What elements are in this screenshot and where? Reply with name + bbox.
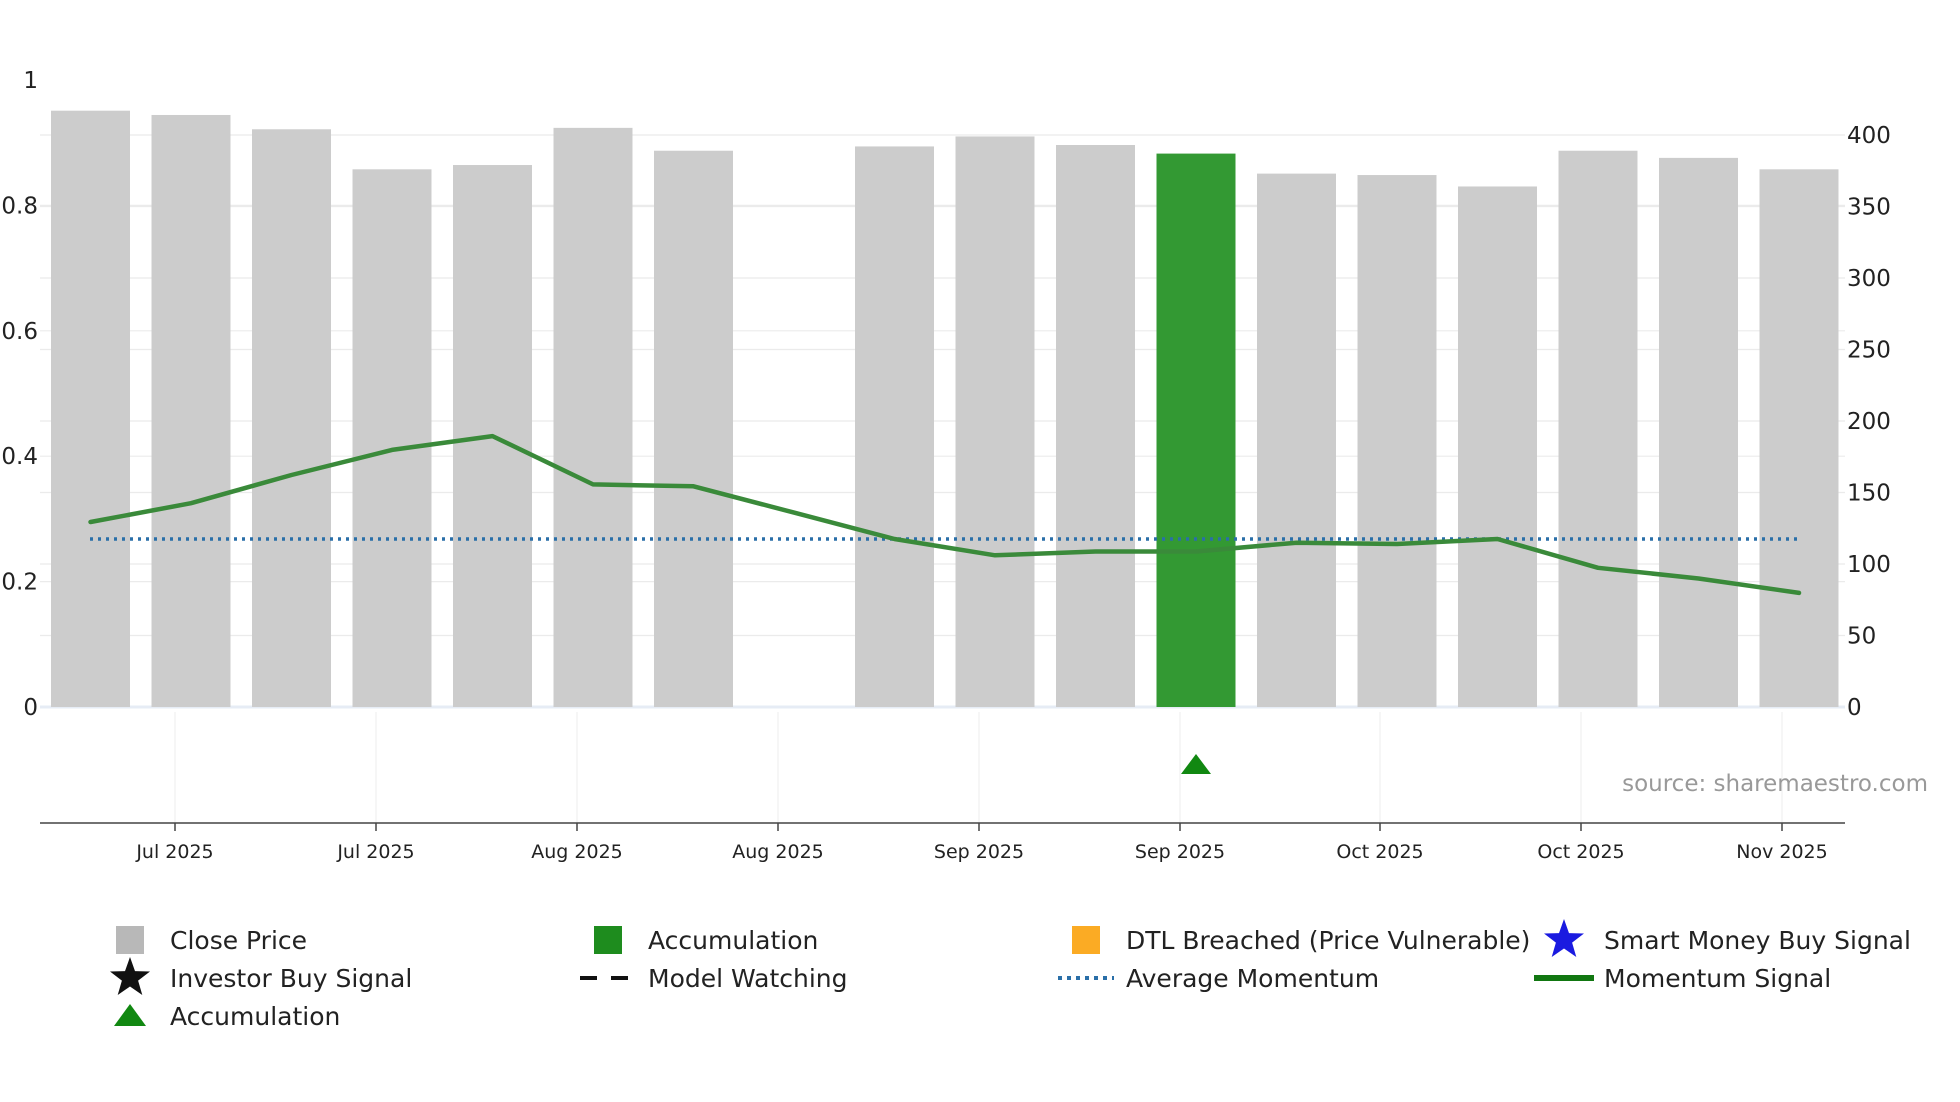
close-price-bar [855,146,934,707]
right-tick-label: 0 [1847,695,1862,721]
x-tick-label: Jul 2025 [336,841,414,863]
legend-star-smart-money-buy-signal [1544,919,1584,957]
legend: Close Price Accumulation DTL Breached (Pri… [110,919,1911,1031]
right-axis: 0 50 100 150 200 250 300 350 400 [1847,123,1891,721]
legend-swatch-accumulation [594,926,622,954]
close-price-bar [654,150,733,708]
momentum-signal-line [88,433,1802,596]
x-tick-label: Sep 2025 [934,841,1024,863]
close-price-bar [955,136,1035,707]
x-tick-label: Jul 2025 [135,841,213,863]
signal-markers [1181,754,1211,774]
right-tick-label: 400 [1847,123,1891,149]
x-tick-label: Oct 2025 [1537,841,1624,863]
price-bars [51,110,1839,708]
source-label: source: sharemaestro.com [1622,771,1928,797]
close-price-bar [1558,150,1638,708]
x-tick-label: Sep 2025 [1135,841,1225,863]
right-tick-label: 250 [1847,338,1891,364]
right-tick-label: 350 [1847,195,1891,221]
legend-star-investor-buy-signal [110,957,150,995]
legend-triangle-accumulation [114,1004,146,1026]
close-price-bar [553,127,633,708]
close-price-bar [1357,175,1437,708]
legend-label-close-price: Close Price [170,926,307,955]
series-lines [88,433,1802,596]
right-tick-label: 50 [1847,624,1876,650]
close-price-bar [1056,145,1135,707]
accumulation-marker [1181,754,1211,774]
close-price-bar [352,169,432,707]
legend-label-dtl-breached-price-vulnerable: DTL Breached (Price Vulnerable) [1126,926,1530,955]
left-tick-label: 0.2 [1,570,38,596]
x-tick-label: Oct 2025 [1336,841,1423,863]
close-price-bar [1257,173,1336,708]
close-price-bar [1759,169,1839,707]
legend-label-investor-buy-signal: Investor Buy Signal [170,964,412,993]
legend-label-smart-money-buy-signal: Smart Money Buy Signal [1604,926,1911,955]
x-tick-label: Nov 2025 [1736,841,1827,863]
x-axis: Jul 2025 Jul 2025 Aug 2025 Aug 2025 Sep 2025… [40,822,1845,863]
right-tick-label: 100 [1847,552,1891,578]
legend-label-momentum-signal: Momentum Signal [1604,964,1831,993]
close-price-bar [151,114,231,708]
right-tick-label: 300 [1847,266,1891,292]
x-tick-label: Aug 2025 [732,841,824,863]
left-tick-label: 0.8 [1,193,38,219]
legend-label-average-momentum: Average Momentum [1126,964,1379,993]
legend-swatch-close-price [116,926,144,954]
close-price-bar [51,110,130,707]
close-price-bar [252,129,331,707]
legend-label-accumulation: Accumulation [648,926,818,955]
left-tick-label: 0.6 [1,319,38,345]
left-tick-label: 0 [23,695,38,721]
left-tick-label: 1 [23,68,38,94]
legend-label-model-watching: Model Watching [648,964,848,993]
left-axis: 0 0.2 0.4 0.6 0.8 1 [1,68,38,721]
legend-swatch-dtl-breached-price-vulnerable [1072,926,1100,954]
accumulation-bar [1156,153,1236,708]
left-tick-label: 0.4 [1,444,38,470]
right-tick-label: 150 [1847,481,1891,507]
right-tick-label: 200 [1847,409,1891,435]
close-price-bar [1458,186,1537,708]
grid-lines [40,134,1845,823]
close-price-bar [1659,157,1738,707]
x-tick-label: Aug 2025 [531,841,623,863]
legend-label-accumulation: Accumulation [170,1002,340,1031]
